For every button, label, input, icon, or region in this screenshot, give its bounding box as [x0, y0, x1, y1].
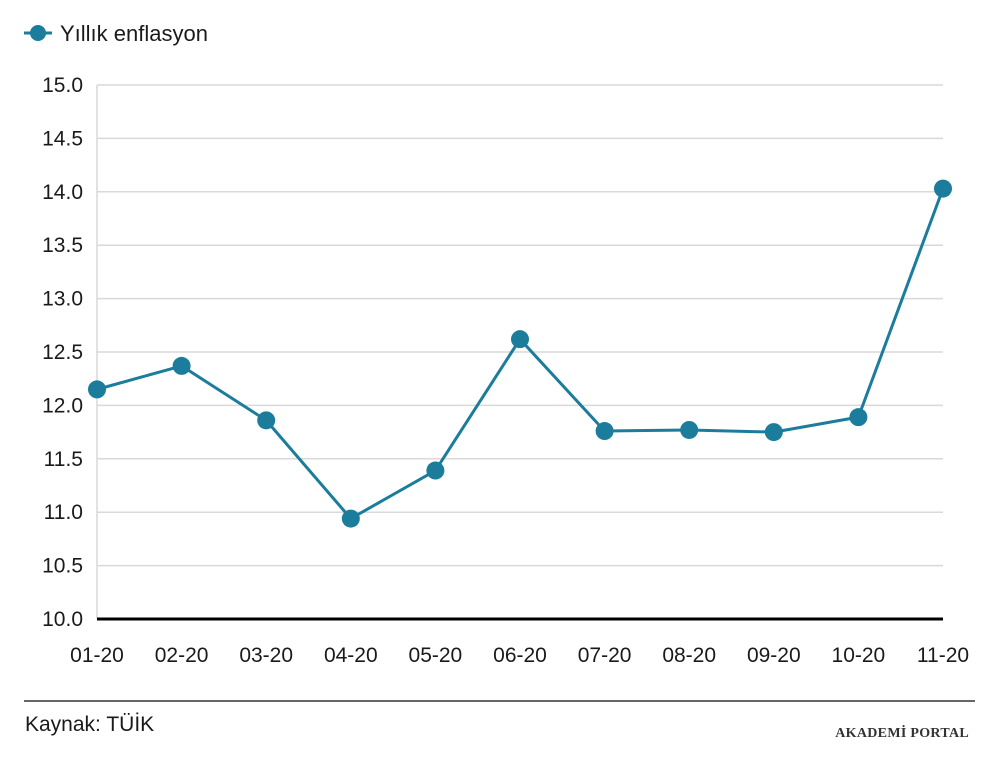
y-tick-label: 14.5: [42, 127, 83, 150]
y-tick-label: 11.0: [44, 501, 83, 524]
x-tick-label: 03-20: [239, 644, 293, 667]
legend-label: Yıllık enflasyon: [60, 21, 208, 46]
y-tick-label: 12.5: [42, 341, 83, 364]
x-tick-label: 04-20: [324, 644, 378, 667]
y-tick-label: 12.0: [42, 394, 83, 417]
x-tick-label: 07-20: [578, 644, 632, 667]
x-tick-label: 01-20: [70, 644, 124, 667]
y-tick-label: 10.5: [42, 555, 83, 578]
x-tick-label: 05-20: [409, 644, 463, 667]
data-point: [172, 356, 191, 375]
source-label: Kaynak: TÜİK: [25, 713, 154, 736]
data-point: [764, 423, 783, 442]
x-tick-label: 09-20: [747, 644, 801, 667]
data-point: [88, 380, 106, 399]
legend-marker-icon: [30, 25, 46, 41]
y-tick-label: 11.5: [44, 448, 83, 471]
data-point: [426, 461, 445, 480]
x-tick-label: 02-20: [155, 644, 209, 667]
x-tick-label: 11-20: [917, 644, 969, 667]
x-tick-label: 08-20: [662, 644, 716, 667]
y-tick-label: 13.0: [42, 288, 83, 311]
y-tick-label: 15.0: [42, 74, 83, 97]
series-line: [96, 188, 945, 521]
y-tick-label: 14.0: [42, 181, 83, 204]
y-tick-label: 13.5: [42, 234, 83, 257]
x-tick-label: 06-20: [493, 644, 547, 667]
data-point: [934, 179, 952, 198]
data-point: [595, 422, 614, 441]
data-point: [511, 330, 529, 349]
data-point: [680, 420, 699, 439]
gridlines: [96, 84, 943, 619]
y-tick-label: 10.0: [42, 608, 83, 631]
data-point: [849, 408, 868, 427]
watermark-logo: AKADEMİ PORTAL: [835, 724, 969, 741]
x-axis-tick-labels: 01-20 02-20 03-20 04-20 05-20 06-20 07-20 08-20…: [70, 644, 969, 667]
legend: Yıllık enflasyon: [24, 21, 208, 46]
series-yillik-enflasyon: [88, 179, 952, 528]
data-point: [257, 411, 276, 430]
data-point: [341, 509, 360, 528]
x-tick-label: 10-20: [832, 644, 886, 667]
y-axis-tick-labels: 10.0 10.5 11.0 11.5 12.0 12.5 13.0 13.5 14.0 14.5…: [42, 74, 83, 631]
